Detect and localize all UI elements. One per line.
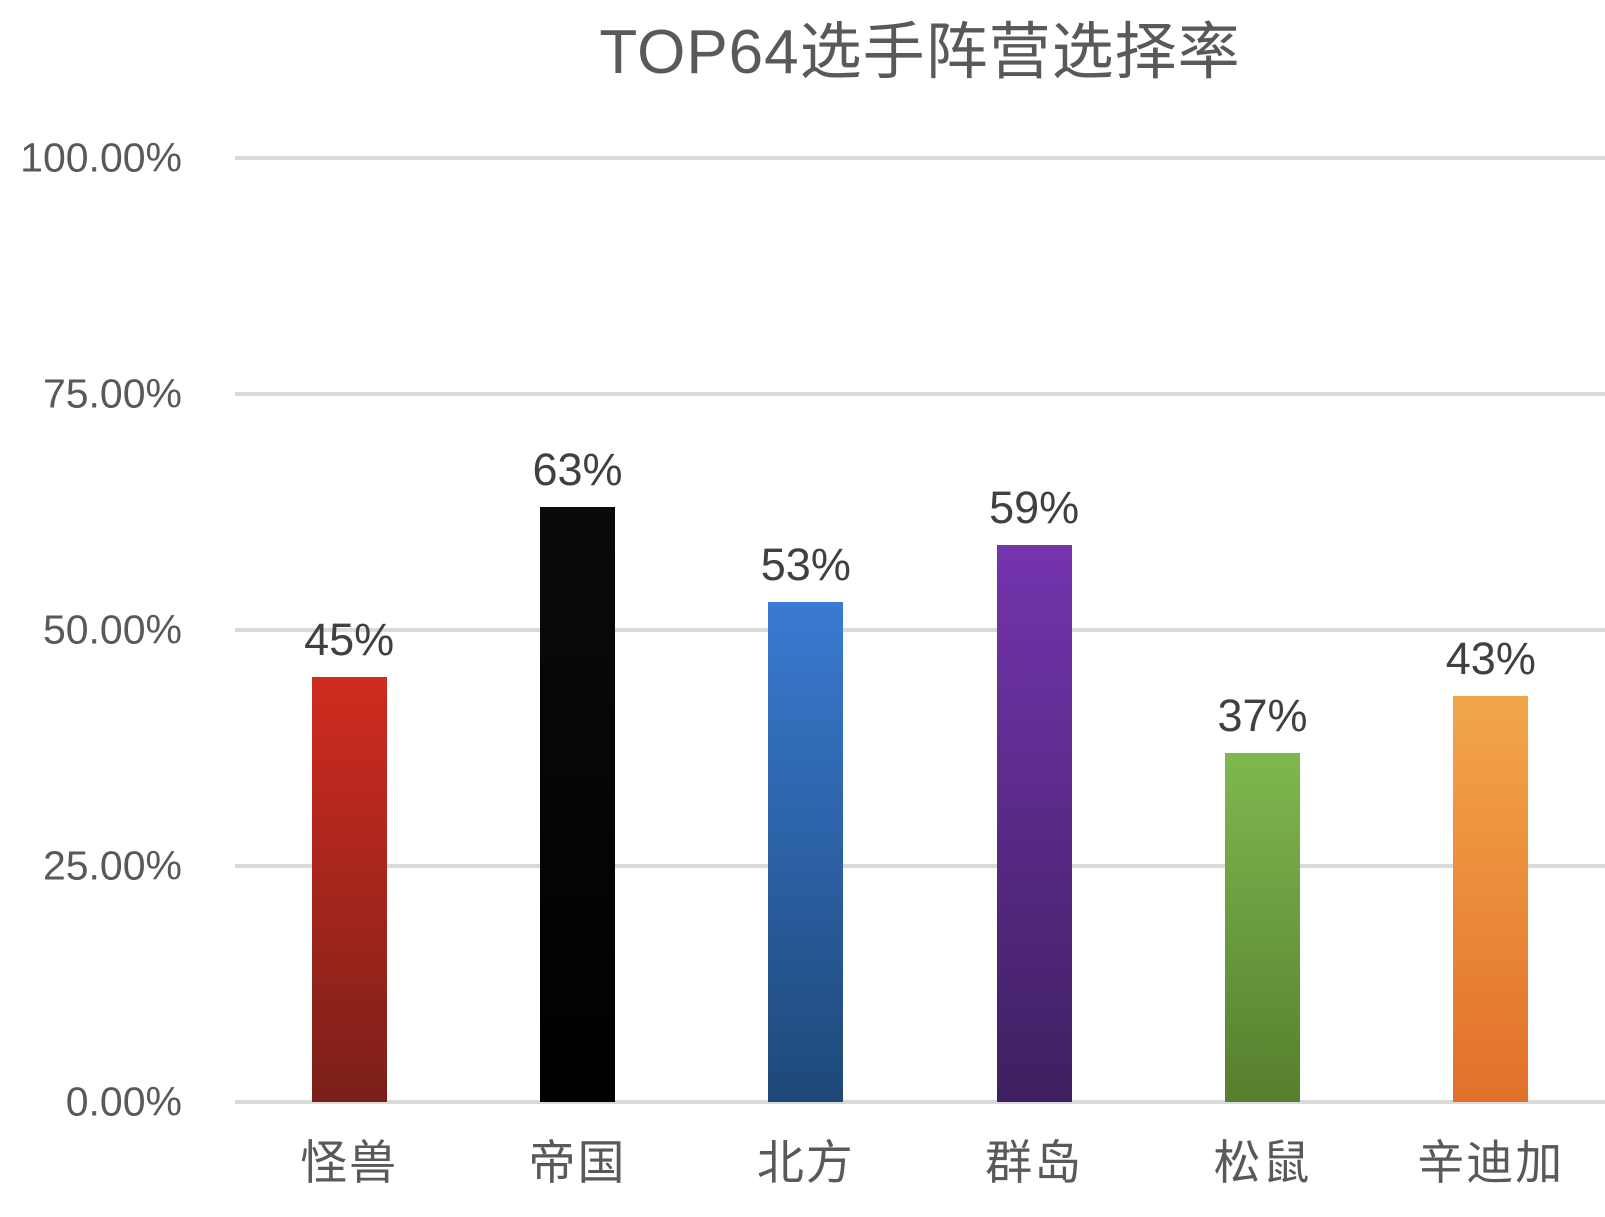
bar: [768, 602, 844, 1102]
x-category-label: 帝国: [528, 1136, 627, 1189]
bar-value-label: 43%: [1445, 632, 1536, 684]
gridline: [235, 1100, 1605, 1104]
x-axis: 怪兽 帝国 北方 群岛 松鼠 辛迪加: [235, 1124, 1605, 1193]
bar-value-label: 53%: [760, 538, 851, 590]
y-tick-label: 100.00%: [20, 134, 182, 181]
bar-cell: 43%: [1377, 0, 1605, 1102]
bar-value-label: 63%: [532, 443, 623, 495]
bar-value-label: 45%: [304, 613, 395, 665]
gridline: [235, 156, 1605, 160]
bar-cell: 37%: [1148, 0, 1376, 1102]
x-category-label: 群岛: [985, 1136, 1084, 1189]
bar-cell: 59%: [920, 0, 1148, 1102]
bar-value-label: 37%: [1217, 689, 1308, 741]
bar-cell: 53%: [692, 0, 920, 1102]
gridline: [235, 628, 1605, 632]
bar-value-label: 59%: [989, 481, 1080, 533]
x-category-label: 怪兽: [300, 1136, 399, 1189]
bar: [996, 545, 1072, 1102]
y-tick-label: 50.00%: [42, 606, 182, 653]
bar: [1224, 753, 1300, 1102]
plot-area: 45% 63% 53% 59% 37% 43%: [235, 0, 1605, 1102]
gridline: [235, 392, 1605, 396]
bar: [539, 507, 615, 1102]
bar: [1453, 696, 1529, 1102]
gridline: [235, 864, 1605, 868]
x-category-label: 北方: [756, 1136, 855, 1189]
bar-cell: 63%: [463, 0, 691, 1102]
bar-cell: 45%: [235, 0, 463, 1102]
x-category-label: 松鼠: [1213, 1136, 1312, 1189]
bar: [311, 677, 387, 1102]
chart-title: TOP64选手阵营选择率: [599, 18, 1241, 87]
y-tick-label: 25.00%: [42, 842, 182, 889]
x-category-label: 辛迪加: [1417, 1136, 1565, 1189]
y-tick-label: 75.00%: [42, 370, 182, 417]
y-tick-label: 0.00%: [65, 1078, 182, 1125]
